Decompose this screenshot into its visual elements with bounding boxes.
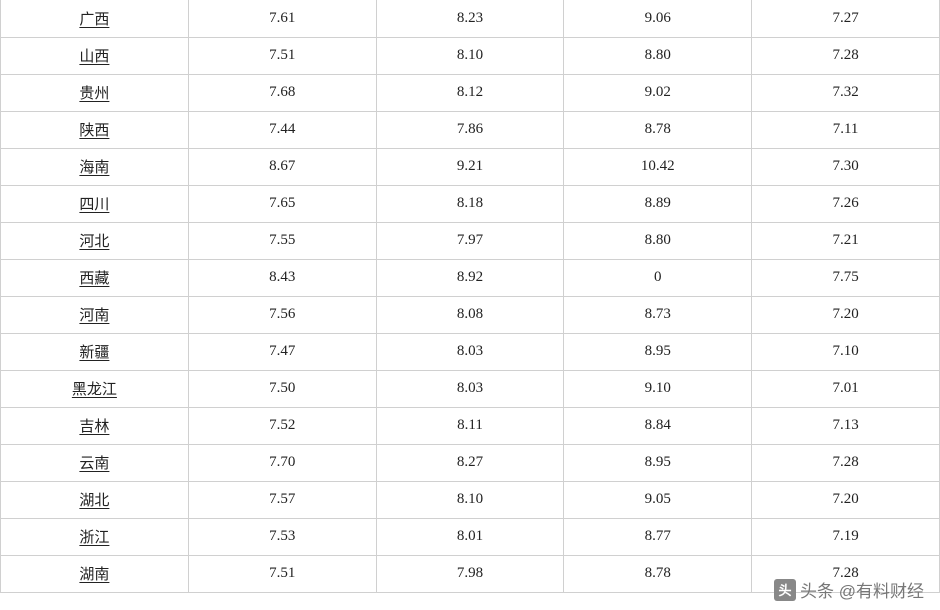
value-cell: 8.92	[376, 259, 564, 296]
province-cell[interactable]: 海南	[1, 148, 189, 185]
value-cell: 7.75	[752, 259, 940, 296]
value-cell: 8.10	[376, 481, 564, 518]
province-cell[interactable]: 广西	[1, 0, 189, 37]
value-cell: 7.65	[188, 185, 376, 222]
value-cell: 8.18	[376, 185, 564, 222]
table-row: 浙江 7.53 8.01 8.77 7.19	[1, 518, 940, 555]
province-cell[interactable]: 湖北	[1, 481, 189, 518]
value-cell: 7.21	[752, 222, 940, 259]
province-cell[interactable]: 河北	[1, 222, 189, 259]
value-cell: 8.80	[564, 37, 752, 74]
value-cell: 8.27	[376, 444, 564, 481]
province-cell[interactable]: 四川	[1, 185, 189, 222]
watermark: 头 头条 @有料财经	[774, 577, 924, 602]
price-table: 广西 7.61 8.23 9.06 7.27 山西 7.51 8.10 8.80…	[0, 0, 940, 593]
value-cell: 7.11	[752, 111, 940, 148]
province-cell[interactable]: 山西	[1, 37, 189, 74]
value-cell: 8.03	[376, 370, 564, 407]
table-row: 海南 8.67 9.21 10.42 7.30	[1, 148, 940, 185]
value-cell: 8.95	[564, 333, 752, 370]
table-row: 新疆 7.47 8.03 8.95 7.10	[1, 333, 940, 370]
province-cell[interactable]: 河南	[1, 296, 189, 333]
value-cell: 8.23	[376, 0, 564, 37]
value-cell: 9.06	[564, 0, 752, 37]
value-cell: 7.44	[188, 111, 376, 148]
value-cell: 7.10	[752, 333, 940, 370]
province-cell[interactable]: 吉林	[1, 407, 189, 444]
table-row: 河南 7.56 8.08 8.73 7.20	[1, 296, 940, 333]
table-row: 湖北 7.57 8.10 9.05 7.20	[1, 481, 940, 518]
table-row: 西藏 8.43 8.92 0 7.75	[1, 259, 940, 296]
value-cell: 7.26	[752, 185, 940, 222]
value-cell: 8.95	[564, 444, 752, 481]
value-cell: 7.55	[188, 222, 376, 259]
value-cell: 7.52	[188, 407, 376, 444]
value-cell: 8.89	[564, 185, 752, 222]
table-row: 黑龙江 7.50 8.03 9.10 7.01	[1, 370, 940, 407]
value-cell: 7.20	[752, 481, 940, 518]
province-cell[interactable]: 新疆	[1, 333, 189, 370]
table-row: 云南 7.70 8.27 8.95 7.28	[1, 444, 940, 481]
value-cell: 7.57	[188, 481, 376, 518]
value-cell: 7.01	[752, 370, 940, 407]
value-cell: 8.08	[376, 296, 564, 333]
province-cell[interactable]: 西藏	[1, 259, 189, 296]
province-cell[interactable]: 湖南	[1, 555, 189, 592]
value-cell: 9.02	[564, 74, 752, 111]
value-cell: 7.32	[752, 74, 940, 111]
value-cell: 0	[564, 259, 752, 296]
value-cell: 8.78	[564, 555, 752, 592]
table-row: 陕西 7.44 7.86 8.78 7.11	[1, 111, 940, 148]
value-cell: 7.30	[752, 148, 940, 185]
value-cell: 7.19	[752, 518, 940, 555]
value-cell: 8.84	[564, 407, 752, 444]
value-cell: 8.77	[564, 518, 752, 555]
table-row: 河北 7.55 7.97 8.80 7.21	[1, 222, 940, 259]
province-cell[interactable]: 陕西	[1, 111, 189, 148]
value-cell: 7.47	[188, 333, 376, 370]
value-cell: 7.61	[188, 0, 376, 37]
table-body: 广西 7.61 8.23 9.06 7.27 山西 7.51 8.10 8.80…	[1, 0, 940, 592]
table-row: 广西 7.61 8.23 9.06 7.27	[1, 0, 940, 37]
value-cell: 7.86	[376, 111, 564, 148]
value-cell: 7.27	[752, 0, 940, 37]
value-cell: 7.53	[188, 518, 376, 555]
value-cell: 10.42	[564, 148, 752, 185]
table-row: 吉林 7.52 8.11 8.84 7.13	[1, 407, 940, 444]
table-row: 贵州 7.68 8.12 9.02 7.32	[1, 74, 940, 111]
value-cell: 7.70	[188, 444, 376, 481]
value-cell: 7.51	[188, 37, 376, 74]
value-cell: 8.10	[376, 37, 564, 74]
value-cell: 7.13	[752, 407, 940, 444]
value-cell: 9.10	[564, 370, 752, 407]
value-cell: 7.50	[188, 370, 376, 407]
value-cell: 9.21	[376, 148, 564, 185]
value-cell: 7.98	[376, 555, 564, 592]
value-cell: 8.67	[188, 148, 376, 185]
value-cell: 8.12	[376, 74, 564, 111]
value-cell: 7.20	[752, 296, 940, 333]
value-cell: 9.05	[564, 481, 752, 518]
toutiao-icon: 头	[774, 579, 796, 601]
province-cell[interactable]: 黑龙江	[1, 370, 189, 407]
watermark-text: 头条 @有料财经	[800, 577, 924, 602]
province-cell[interactable]: 浙江	[1, 518, 189, 555]
value-cell: 7.97	[376, 222, 564, 259]
province-cell[interactable]: 云南	[1, 444, 189, 481]
province-cell[interactable]: 贵州	[1, 74, 189, 111]
value-cell: 8.11	[376, 407, 564, 444]
value-cell: 7.51	[188, 555, 376, 592]
table-row: 山西 7.51 8.10 8.80 7.28	[1, 37, 940, 74]
value-cell: 8.80	[564, 222, 752, 259]
value-cell: 7.28	[752, 444, 940, 481]
value-cell: 8.43	[188, 259, 376, 296]
value-cell: 7.68	[188, 74, 376, 111]
value-cell: 7.56	[188, 296, 376, 333]
value-cell: 8.78	[564, 111, 752, 148]
value-cell: 7.28	[752, 37, 940, 74]
value-cell: 8.73	[564, 296, 752, 333]
value-cell: 8.03	[376, 333, 564, 370]
table-row: 四川 7.65 8.18 8.89 7.26	[1, 185, 940, 222]
value-cell: 8.01	[376, 518, 564, 555]
